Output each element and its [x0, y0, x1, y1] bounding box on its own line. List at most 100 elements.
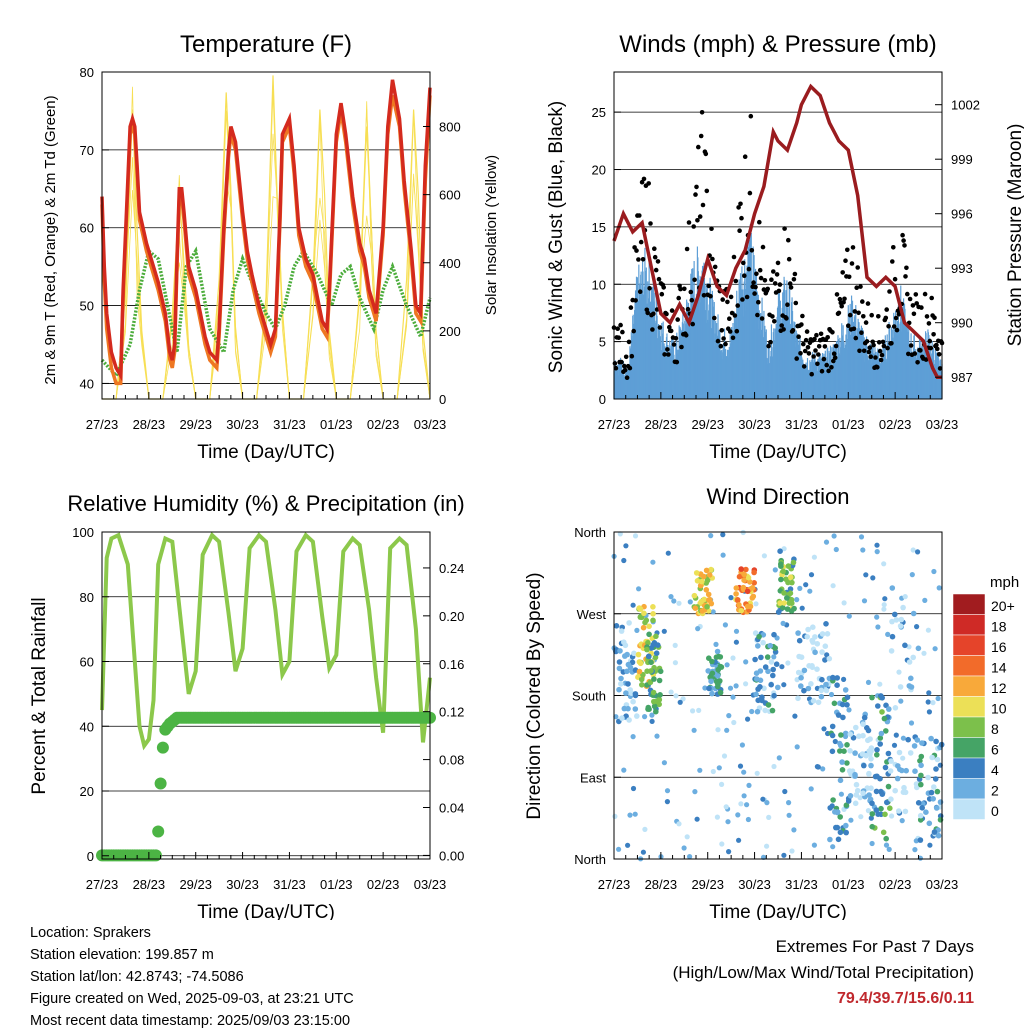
direction-point: [691, 727, 697, 733]
gust-point: [879, 352, 885, 358]
direction-point: [720, 532, 726, 538]
direction-point: [841, 600, 847, 606]
gust-point: [742, 154, 748, 159]
direction-point: [922, 597, 928, 604]
direction-point: [738, 801, 744, 807]
gust-point: [622, 363, 627, 369]
gust-point: [784, 316, 789, 321]
legend-label: 6: [991, 742, 999, 758]
direction-point: [718, 664, 725, 670]
direction-point: [891, 742, 898, 748]
gust-point: [777, 282, 783, 287]
direction-point: [726, 713, 732, 719]
gust-point: [668, 328, 674, 334]
direction-point: [736, 602, 742, 608]
humidity-ylabel: Percent & Total Rainfall: [29, 597, 50, 794]
gust-point: [903, 274, 908, 279]
direction-point: [900, 789, 907, 795]
station-elevation: Station elevation: 199.857 m: [30, 947, 214, 963]
gust-point: [721, 336, 726, 341]
gust-point: [864, 339, 870, 344]
gust-point: [889, 341, 894, 346]
direction-point: [708, 566, 714, 573]
direction-point: [915, 645, 922, 652]
direction-point: [866, 748, 873, 754]
gust-point: [730, 335, 736, 341]
gust-point: [774, 272, 780, 277]
gust-point: [852, 309, 858, 314]
direction-point: [736, 573, 743, 580]
direction-point: [837, 748, 843, 754]
gust-point: [935, 346, 940, 352]
direction-point: [724, 727, 730, 733]
direction-point: [733, 683, 739, 689]
gust-point: [673, 336, 679, 341]
direction-point: [875, 703, 881, 709]
gust-point: [837, 296, 843, 302]
direction-point: [926, 820, 933, 827]
precip-ytick-right-label: 0.08: [439, 753, 464, 768]
direction-point: [698, 599, 704, 605]
temperature-ytick-label: 50: [80, 299, 94, 314]
gust-point: [885, 345, 890, 351]
direction-point: [834, 682, 840, 688]
direction-point: [623, 543, 629, 549]
direction-point: [630, 734, 636, 740]
direction-point: [706, 597, 712, 603]
gust-point: [775, 260, 781, 266]
legend-swatch: [952, 798, 986, 820]
direction-point: [868, 815, 874, 821]
gust-point: [825, 335, 830, 340]
direction-point: [771, 654, 777, 660]
direction-point: [637, 660, 644, 667]
direction-point: [893, 732, 899, 738]
direction-point: [703, 587, 710, 593]
gust-point: [790, 328, 796, 333]
gust-point: [671, 342, 677, 347]
direction-point: [785, 660, 791, 666]
temperature-xtick-label: 03/23: [414, 417, 447, 432]
gust-point: [733, 278, 739, 284]
direction-point: [900, 735, 907, 741]
direction-point: [741, 571, 747, 578]
legend-label: 12: [991, 680, 1007, 696]
gust-point: [904, 265, 909, 271]
gust-point: [932, 315, 937, 321]
direction-point: [796, 637, 803, 644]
direction-point: [634, 627, 640, 634]
direction-point: [773, 661, 780, 667]
direction-point: [751, 580, 757, 586]
gust-point: [758, 275, 764, 281]
temperature-xtick-label: 31/23: [273, 417, 306, 432]
direction-point: [839, 759, 845, 765]
direction-point: [768, 659, 775, 665]
gust-point: [907, 296, 913, 302]
direction-point: [743, 681, 749, 687]
gust-point: [822, 344, 828, 349]
direction-point: [868, 756, 874, 762]
gust-point: [900, 232, 905, 238]
direction-point: [861, 598, 868, 604]
direction-point: [781, 852, 787, 858]
direction-xtick-label: 28/23: [645, 877, 678, 892]
direction-point: [671, 598, 677, 604]
gust-point: [676, 295, 681, 301]
direction-point: [777, 548, 783, 554]
direction-point: [781, 600, 787, 606]
direction-point: [635, 651, 642, 658]
direction-point: [743, 659, 749, 665]
direction-point: [785, 579, 791, 586]
direction-point: [863, 572, 869, 578]
direction-point: [745, 816, 752, 823]
gust-point: [699, 110, 705, 115]
direction-point: [690, 708, 696, 714]
direction-point: [823, 681, 829, 688]
direction-point: [818, 693, 825, 700]
gust-point: [906, 351, 911, 357]
direction-point: [814, 666, 820, 672]
gust-point: [696, 144, 701, 150]
direction-point: [772, 567, 778, 573]
gust-point: [894, 327, 900, 333]
direction-point: [910, 654, 916, 661]
direction-point: [830, 797, 836, 803]
